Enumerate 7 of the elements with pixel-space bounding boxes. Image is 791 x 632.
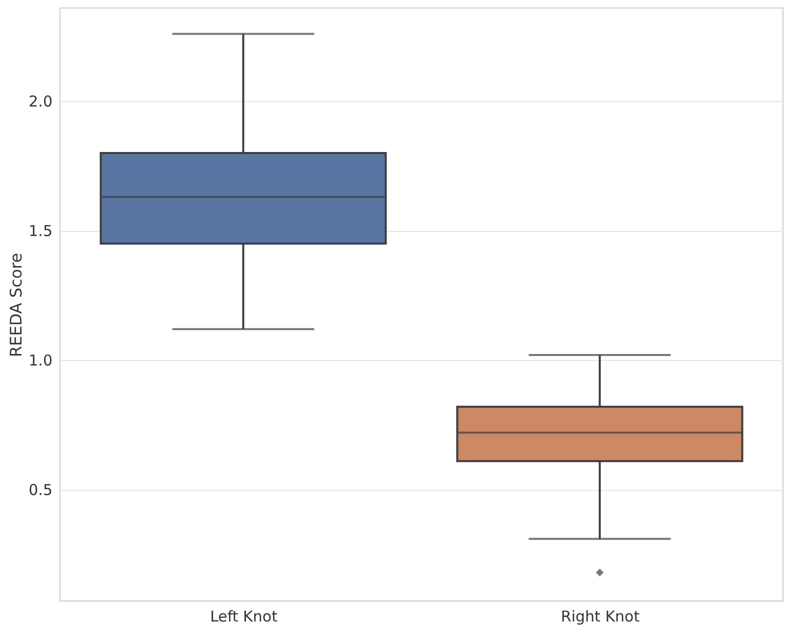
y-tick-label: 2.0 xyxy=(28,92,52,111)
x-tick-label: Left Knot xyxy=(210,608,278,626)
x-tick-label: Right Knot xyxy=(560,608,640,626)
y-tick-label: 1.0 xyxy=(28,352,52,370)
y-tick-label: 1.5 xyxy=(28,222,52,240)
y-axis-title: REEDA Score xyxy=(6,252,26,358)
y-tick-label: 0.5 xyxy=(28,481,52,500)
